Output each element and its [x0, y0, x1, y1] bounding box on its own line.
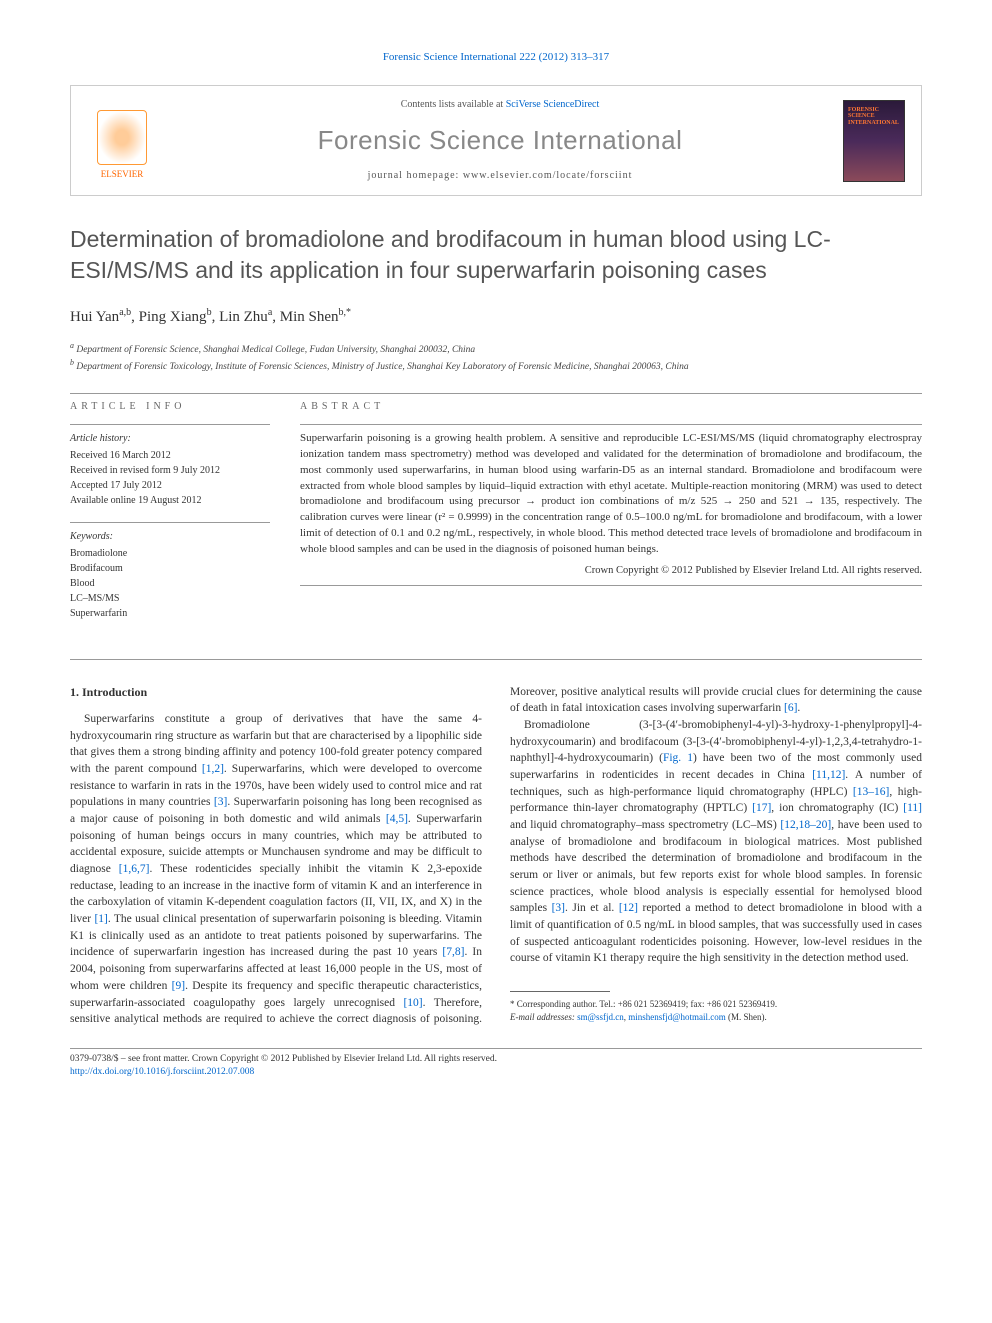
citation-link[interactable]: [1]: [94, 913, 107, 925]
doi-link[interactable]: http://dx.doi.org/10.1016/j.forsciint.20…: [70, 1067, 254, 1077]
journal-cover-thumbnail: FORENSIC SCIENCE INTERNATIONAL: [843, 100, 905, 182]
journal-homepage: journal homepage: www.elsevier.com/locat…: [175, 169, 825, 183]
running-header: Forensic Science International 222 (2012…: [70, 50, 922, 65]
journal-banner: ELSEVIER Contents lists available at Sci…: [70, 85, 922, 195]
citation-link[interactable]: [17]: [752, 802, 771, 814]
history-item: Accepted 17 July 2012: [70, 478, 270, 493]
keywords-block: Keywords: Bromadiolone Brodifacoum Blood…: [70, 529, 270, 621]
divider: [70, 393, 922, 394]
keyword: Blood: [70, 576, 270, 591]
divider: [70, 659, 922, 660]
footer: 0379-0738/$ – see front matter. Crown Co…: [70, 1048, 922, 1080]
citation-link[interactable]: [11,12]: [812, 769, 845, 781]
affiliation: a Department of Forensic Science, Shangh…: [70, 340, 922, 357]
citation-link[interactable]: [9]: [172, 980, 185, 992]
author: Lin Zhua: [219, 309, 272, 325]
cover-text: FORENSIC SCIENCE INTERNATIONAL: [848, 107, 904, 127]
issn-line: 0379-0738/$ – see front matter. Crown Co…: [70, 1053, 922, 1066]
citation-link[interactable]: [11]: [903, 802, 922, 814]
abstract-text: Superwarfarin poisoning is a growing hea…: [300, 431, 922, 559]
affiliations: a Department of Forensic Science, Shangh…: [70, 340, 922, 375]
keyword: LC–MS/MS: [70, 591, 270, 606]
paragraph: Bromadiolone (3-[3-(4′-bromobiphenyl-4-y…: [510, 717, 922, 967]
history-item: Received in revised form 9 July 2012: [70, 463, 270, 478]
abstract-label: ABSTRACT: [300, 400, 922, 414]
keyword: Bromadiolone: [70, 546, 270, 561]
history-item: Received 16 March 2012: [70, 448, 270, 463]
body-columns: 1. Introduction Superwarfarins constitut…: [70, 684, 922, 1028]
citation-link[interactable]: [3]: [552, 902, 565, 914]
citation-link[interactable]: [12,18–20]: [780, 819, 831, 831]
citation-link[interactable]: [1,6,7]: [119, 863, 150, 875]
elsevier-logo: ELSEVIER: [87, 101, 157, 181]
journal-title: Forensic Science International: [175, 122, 825, 158]
contents-line: Contents lists available at SciVerse Sci…: [175, 98, 825, 112]
keyword: Superwarfarin: [70, 606, 270, 621]
history-item: Available online 19 August 2012: [70, 493, 270, 508]
citation-link[interactable]: [7,8]: [442, 946, 464, 958]
banner-center: Contents lists available at SciVerse Sci…: [175, 98, 825, 182]
footnote-separator: [510, 991, 610, 992]
email-link[interactable]: sm@ssfjd.cn: [577, 1012, 624, 1022]
article-history: Article history: Received 16 March 2012 …: [70, 431, 270, 508]
abstract-copyright: Crown Copyright © 2012 Published by Else…: [300, 564, 922, 579]
citation-link[interactable]: [3]: [214, 796, 227, 808]
citation-link[interactable]: [13–16]: [853, 786, 889, 798]
author: Ping Xiangb: [139, 309, 212, 325]
author-list: Hui Yana,b, Ping Xiangb, Lin Zhua, Min S…: [70, 306, 922, 328]
section-heading: 1. Introduction: [70, 684, 482, 701]
article-info-column: ARTICLE INFO Article history: Received 1…: [70, 400, 270, 635]
citation: Forensic Science International 222 (2012…: [383, 51, 609, 63]
sciencedirect-link[interactable]: SciVerse ScienceDirect: [506, 99, 600, 110]
publisher-label: ELSEVIER: [101, 168, 144, 181]
citation-link[interactable]: [6]: [784, 702, 797, 714]
citation-link[interactable]: [1,2]: [202, 763, 224, 775]
citation-link[interactable]: [4,5]: [386, 813, 408, 825]
abstract-column: ABSTRACT Superwarfarin poisoning is a gr…: [300, 400, 922, 635]
corresponding-author-footnote: * Corresponding author. Tel.: +86 021 52…: [510, 998, 922, 1023]
article-info-label: ARTICLE INFO: [70, 400, 270, 414]
author: Hui Yana,b: [70, 309, 131, 325]
email-link[interactable]: minshensfjd@hotmail.com: [628, 1012, 726, 1022]
keyword: Brodifacoum: [70, 561, 270, 576]
article-title: Determination of bromadiolone and brodif…: [70, 224, 922, 286]
figure-link[interactable]: Fig. 1: [663, 752, 693, 764]
citation-link[interactable]: [10]: [403, 997, 422, 1009]
citation-link[interactable]: [12]: [619, 902, 638, 914]
affiliation: b Department of Forensic Toxicology, Ins…: [70, 357, 922, 374]
author: Min Shenb,*: [280, 309, 351, 325]
elsevier-tree-icon: [97, 110, 147, 165]
